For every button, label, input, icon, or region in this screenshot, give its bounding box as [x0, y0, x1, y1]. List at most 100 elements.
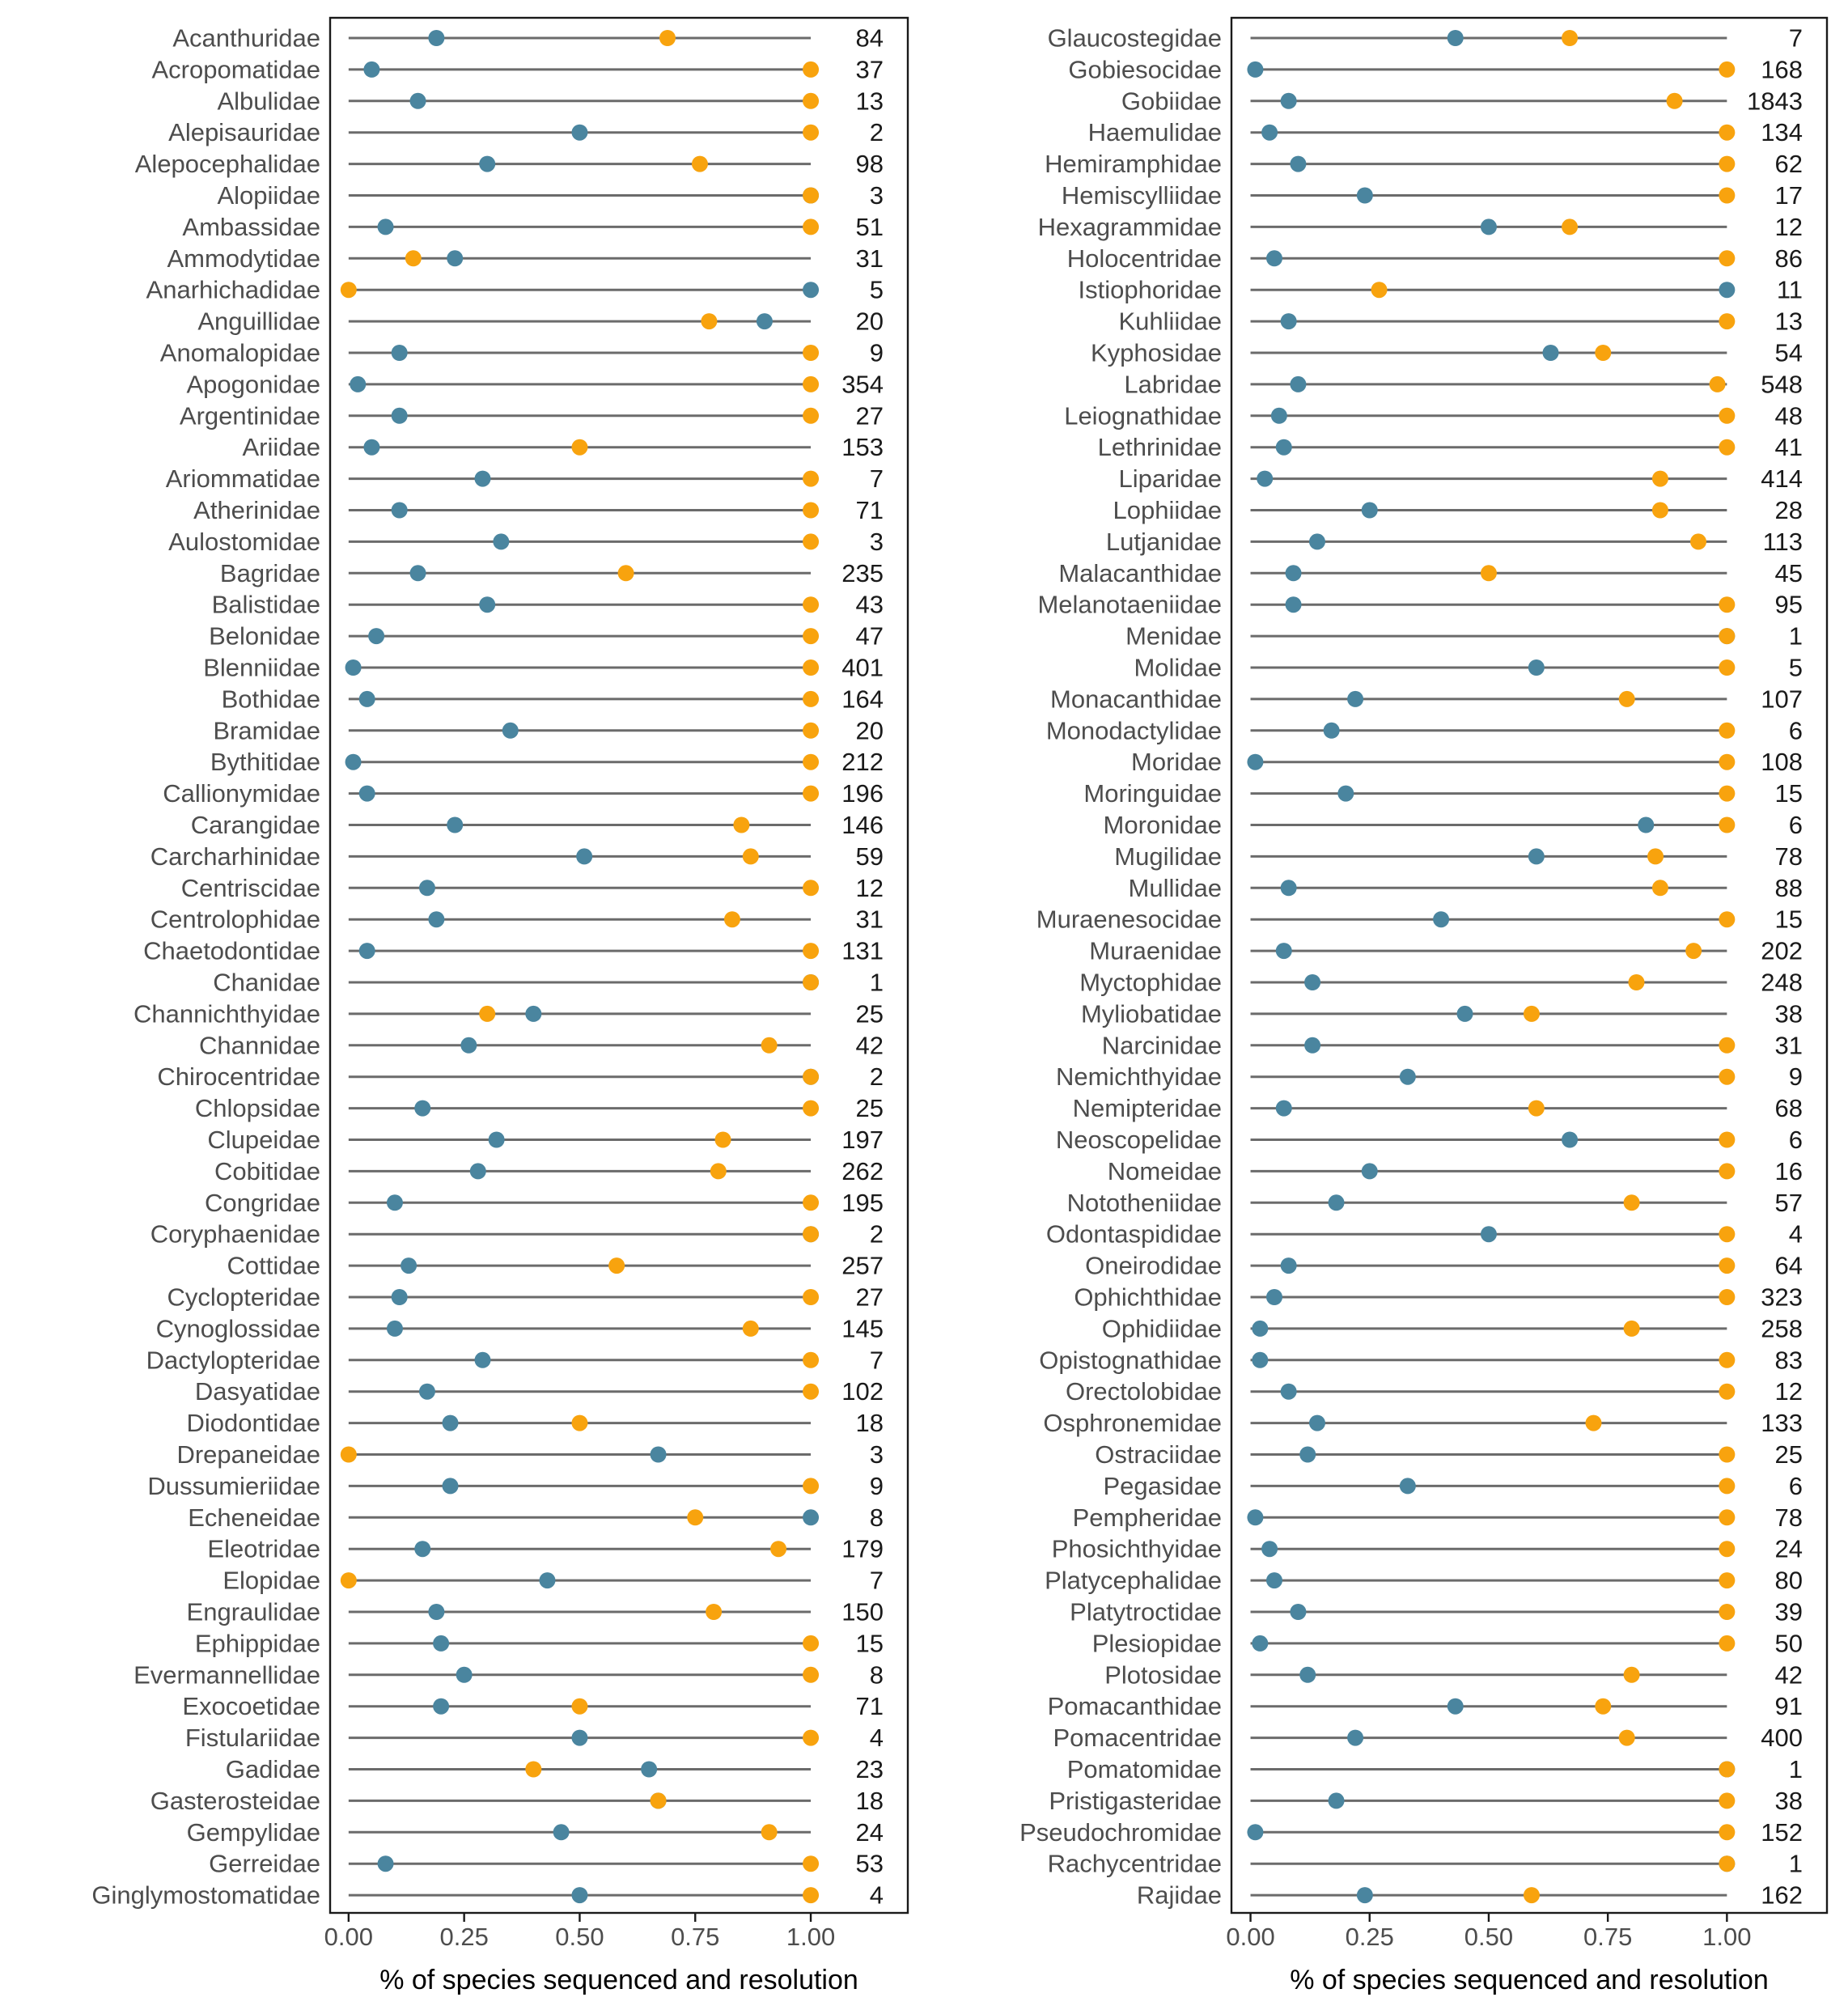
family-label: Argentinidae	[180, 401, 320, 430]
resolution-point	[1719, 1226, 1736, 1243]
resolution-point	[1719, 722, 1736, 739]
family-label: Gadidae	[226, 1755, 320, 1783]
resolution-point	[803, 974, 820, 990]
species-count-label: 2	[870, 1062, 884, 1091]
species-count-label: 8	[870, 1660, 884, 1689]
species-count-label: 145	[841, 1314, 884, 1342]
resolution-point	[525, 1761, 542, 1778]
sequenced-point	[1447, 1698, 1464, 1715]
family-label: Evermannellidae	[134, 1660, 320, 1689]
species-count-label: 113	[1763, 528, 1803, 556]
sequenced-point	[428, 1604, 445, 1620]
species-count-label: 39	[1775, 1598, 1803, 1626]
sequenced-point	[1265, 1572, 1282, 1589]
resolution-point	[803, 470, 820, 487]
family-label: Oneirodidae	[1085, 1252, 1222, 1280]
family-label: Phosichthyidae	[1052, 1535, 1222, 1563]
sequenced-point	[571, 1887, 588, 1904]
species-count-label: 28	[1775, 496, 1803, 524]
resolution-point	[803, 1194, 820, 1211]
sequenced-point	[1399, 1478, 1416, 1495]
sequenced-point	[1275, 1100, 1292, 1117]
family-label: Haemulidae	[1088, 118, 1222, 146]
sequenced-point	[447, 816, 464, 833]
species-count-label: 9	[870, 339, 884, 367]
resolution-point	[1719, 1855, 1736, 1872]
species-count-label: 152	[1761, 1818, 1803, 1847]
family-label: Clupeidae	[207, 1126, 320, 1154]
species-count-label: 196	[841, 779, 884, 808]
sequenced-point	[1328, 1194, 1345, 1211]
species-count-label: 78	[1775, 1503, 1803, 1532]
species-count-label: 131	[841, 937, 884, 965]
chart-row: Gobiesocidae 168	[1068, 55, 1803, 83]
species-count-label: 146	[841, 811, 884, 839]
species-count-label: 1843	[1747, 87, 1803, 115]
sequenced-point	[358, 690, 375, 707]
family-label: Cynoglossidae	[156, 1314, 320, 1342]
chart-row: Gempylidae 24	[187, 1818, 884, 1847]
resolution-point	[1618, 1729, 1635, 1746]
species-count-label: 202	[1761, 937, 1803, 965]
resolution-point	[1719, 1604, 1736, 1620]
family-label: Cobitidae	[214, 1157, 320, 1185]
sequenced-point	[414, 1100, 431, 1117]
species-count-label: 7	[870, 464, 884, 493]
species-count-label: 45	[1775, 559, 1803, 587]
family-label: Pegasidae	[1103, 1472, 1222, 1500]
resolution-point	[1719, 596, 1736, 613]
family-label: Centrolophidae	[150, 905, 320, 934]
family-label: Hemiscylliidae	[1062, 181, 1222, 210]
species-count-label: 1	[1789, 1755, 1803, 1783]
chart-row: Mugilidae 78	[1114, 842, 1803, 871]
resolution-point	[803, 880, 820, 897]
species-count-label: 62	[1775, 150, 1803, 178]
family-label: Engraulidae	[187, 1598, 320, 1626]
species-count-label: 7	[870, 1567, 884, 1595]
panel-frame	[1230, 16, 1829, 1915]
species-count-label: 64	[1775, 1252, 1803, 1280]
sequenced-point	[474, 470, 491, 487]
family-label: Istiophoridae	[1078, 276, 1222, 304]
panel-frame	[328, 16, 909, 1915]
family-label: Bramidae	[213, 716, 320, 744]
species-count-label: 27	[856, 1283, 884, 1312]
sequenced-point	[1361, 502, 1378, 519]
resolution-point	[1719, 250, 1736, 267]
family-label: Nomeidae	[1108, 1157, 1222, 1185]
family-label: Pomacanthidae	[1048, 1692, 1222, 1720]
species-count-label: 80	[1775, 1567, 1803, 1595]
family-label: Opistognathidae	[1039, 1346, 1222, 1374]
chart-row: Engraulidae 150	[187, 1598, 884, 1626]
sequenced-point	[345, 659, 362, 676]
chart-row: Chirocentridae 2	[157, 1062, 884, 1091]
resolution-point	[1719, 124, 1736, 141]
species-count-label: 18	[856, 1409, 884, 1437]
family-label: Bagridae	[220, 559, 320, 587]
sequenced-point	[1299, 1666, 1316, 1683]
resolution-point	[1719, 785, 1736, 802]
species-count-label: 83	[1775, 1346, 1803, 1374]
species-count-label: 78	[1775, 842, 1803, 871]
x-axis: 0.00 0.25 0.50 0.75 1.00 % of species sequenc…	[1226, 1913, 1769, 1995]
chart-row: Oneirodidae 64	[1085, 1252, 1803, 1280]
sequenced-point	[1270, 407, 1287, 424]
chart-row: Bramidae 20	[213, 716, 884, 744]
sequenced-point	[1337, 785, 1354, 802]
sequenced-point	[1252, 1320, 1269, 1337]
resolution-point	[1719, 1761, 1736, 1778]
sequenced-point	[1280, 313, 1297, 330]
family-label: Cottidae	[227, 1252, 320, 1280]
chart-row: Pomacanthidae 91	[1048, 1692, 1803, 1720]
sequenced-point	[1247, 1824, 1264, 1841]
resolution-point	[405, 250, 422, 267]
sequenced-point	[1528, 659, 1545, 676]
species-count-label: 235	[841, 559, 884, 587]
family-label: Gerreidae	[209, 1850, 320, 1878]
species-count-label: 212	[841, 748, 884, 776]
sequenced-point	[641, 1761, 658, 1778]
species-count-label: 3	[870, 528, 884, 556]
sequenced-point	[1265, 1289, 1282, 1305]
family-label: Pomacentridae	[1053, 1724, 1222, 1752]
family-label: Muraenidae	[1089, 937, 1222, 965]
